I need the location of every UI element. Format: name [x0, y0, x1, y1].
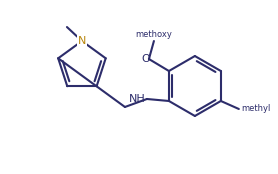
Text: methoxy: methoxy	[135, 30, 172, 39]
Text: methyl: methyl	[241, 105, 260, 110]
Text: NH: NH	[129, 94, 146, 104]
Text: N: N	[78, 36, 86, 46]
Text: O: O	[141, 54, 150, 64]
Text: methyl: methyl	[241, 104, 270, 113]
Text: methoxy
group: methoxy group	[143, 27, 167, 38]
